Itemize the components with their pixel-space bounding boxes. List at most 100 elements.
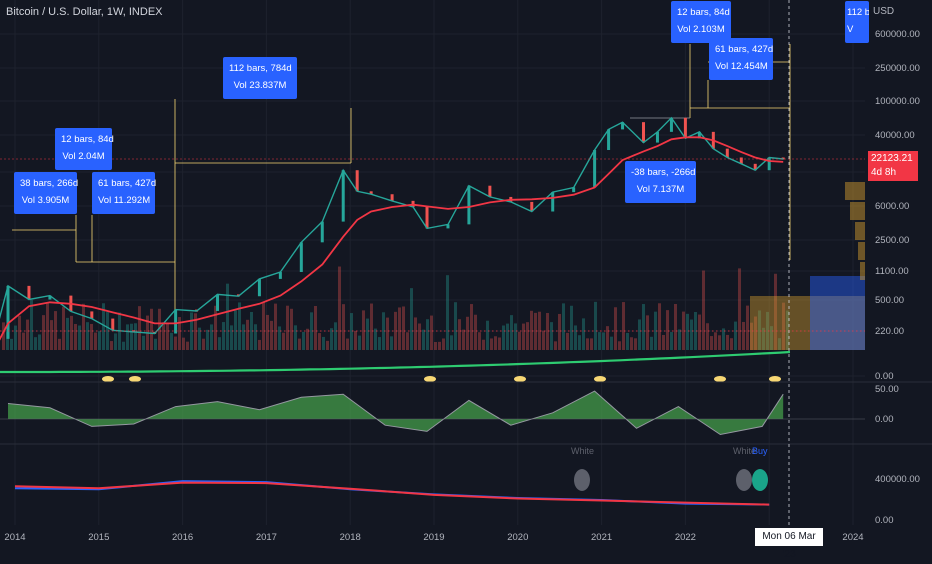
volume-bar [122, 341, 125, 350]
volume-bar [250, 311, 253, 350]
volume-bar [734, 321, 737, 350]
y-tick-main-8: 500.00 [875, 295, 904, 306]
volume-profile-zone-blue [810, 276, 865, 350]
measure-box-3[interactable]: 61 bars, 427d Vol 11.292M [92, 172, 156, 214]
measure-vol-7: Vol 7.137M [636, 184, 685, 195]
volume-bar [574, 325, 577, 350]
signal-dot [769, 376, 781, 382]
volume-bar [354, 330, 357, 350]
volume-bar [610, 336, 613, 350]
signal-label-white-2: White [733, 446, 757, 456]
volume-bar [558, 313, 561, 350]
price-chart[interactable]: 2014201520162017201820192020202120222023… [0, 0, 932, 550]
volume-profile-row [845, 182, 865, 200]
volume-bar [106, 312, 109, 350]
volume-bar [310, 312, 313, 350]
volume-bar [626, 332, 629, 350]
volume-bar [358, 335, 361, 350]
price-candle [390, 194, 394, 201]
volume-bar [274, 303, 277, 350]
volume-bar [426, 319, 429, 350]
measure-box-5[interactable]: 12 bars, 84d Vol 2.103M [671, 1, 731, 43]
volume-bar [230, 325, 233, 350]
price-candle [6, 285, 10, 339]
volume-bar [10, 338, 13, 350]
volume-bar [422, 329, 425, 350]
volume-bar [366, 318, 369, 350]
measure-box-4[interactable]: 112 bars, 784d Vol 23.837M [223, 57, 297, 99]
volume-bar [330, 328, 333, 350]
price-candle [48, 295, 52, 300]
price-candle [111, 318, 115, 331]
y-tick-main-7: 1100.00 [875, 266, 909, 277]
measure-box-1[interactable]: 38 bars, 266d Vol 3.905M [14, 172, 79, 214]
volume-bar [430, 315, 433, 350]
current-price-tag: 22123.21 4d 8h [868, 151, 918, 181]
volume-bar [606, 326, 609, 350]
y-tick-osc-1: 0.00 [875, 414, 894, 425]
crosshair-date-label: Mon 06 Mar '23 [755, 528, 823, 560]
volume-bar [670, 332, 673, 350]
price-candle [90, 311, 94, 319]
volume-bar [314, 305, 317, 350]
volume-bar [26, 319, 29, 350]
volume-bar [442, 338, 445, 350]
price-candle [530, 201, 534, 212]
volume-bar [166, 322, 169, 350]
volume-bar [526, 322, 529, 350]
volume-bar [490, 338, 493, 350]
volume-bar [202, 338, 205, 350]
signal-dot [129, 376, 141, 382]
volume-bar [218, 337, 221, 350]
measure-vol-5: Vol 2.103M [677, 24, 725, 35]
volume-bar [750, 322, 753, 350]
price-candle [725, 148, 729, 158]
measure-box-7[interactable]: -38 bars, -266d Vol 7.137M [625, 161, 696, 203]
volume-bar [406, 332, 409, 350]
volume-bar [462, 329, 465, 350]
volume-bar [634, 338, 637, 350]
volume-bar [302, 331, 305, 350]
volume-bar [614, 307, 617, 350]
measure-box-8[interactable]: 112 b V [845, 1, 869, 43]
volume-bar [494, 336, 497, 350]
volume-bar [550, 322, 553, 350]
volume-bar [766, 311, 769, 350]
volume-bar [478, 332, 481, 350]
volume-bar [262, 302, 265, 350]
volume-bar [666, 310, 669, 350]
volume-bar [502, 325, 505, 350]
oscillator-fill [8, 391, 784, 435]
volume-bar [134, 323, 137, 350]
price-candle [753, 163, 757, 171]
volume-bar [206, 329, 209, 350]
price-candle [467, 185, 471, 225]
volume-bar [398, 307, 401, 350]
volume-bar [270, 320, 273, 350]
volume-bar [602, 332, 605, 350]
volume-bar [754, 316, 757, 350]
volume-bar [238, 302, 241, 350]
volume-bar [578, 335, 581, 350]
volume-bar [450, 335, 453, 350]
volume-bar [318, 333, 321, 350]
trend-ma-line [0, 350, 791, 374]
measure-box-6[interactable]: 61 bars, 427d Vol 12.454M [709, 38, 773, 80]
volume-bar [718, 335, 721, 350]
volume-bar [194, 313, 197, 350]
volume-bar [446, 275, 449, 350]
volume-bar [86, 322, 89, 350]
volume-bar [686, 313, 689, 350]
volume-profile [750, 182, 865, 350]
volume-bar [538, 311, 541, 350]
volume-bar [642, 304, 645, 350]
volume-bar [394, 311, 397, 350]
y-tick-main-0: 600000.00 [875, 29, 920, 40]
x-tick-2021: 2021 [591, 532, 612, 543]
price-candle [257, 278, 261, 297]
measure-box-2[interactable]: 12 bars, 84d Vol 2.04M [55, 128, 114, 170]
measure-bars-1: 38 bars, 266d [20, 178, 79, 189]
price-candle [697, 131, 701, 139]
x-tick-2020: 2020 [507, 532, 528, 543]
volume-bar [582, 318, 585, 350]
